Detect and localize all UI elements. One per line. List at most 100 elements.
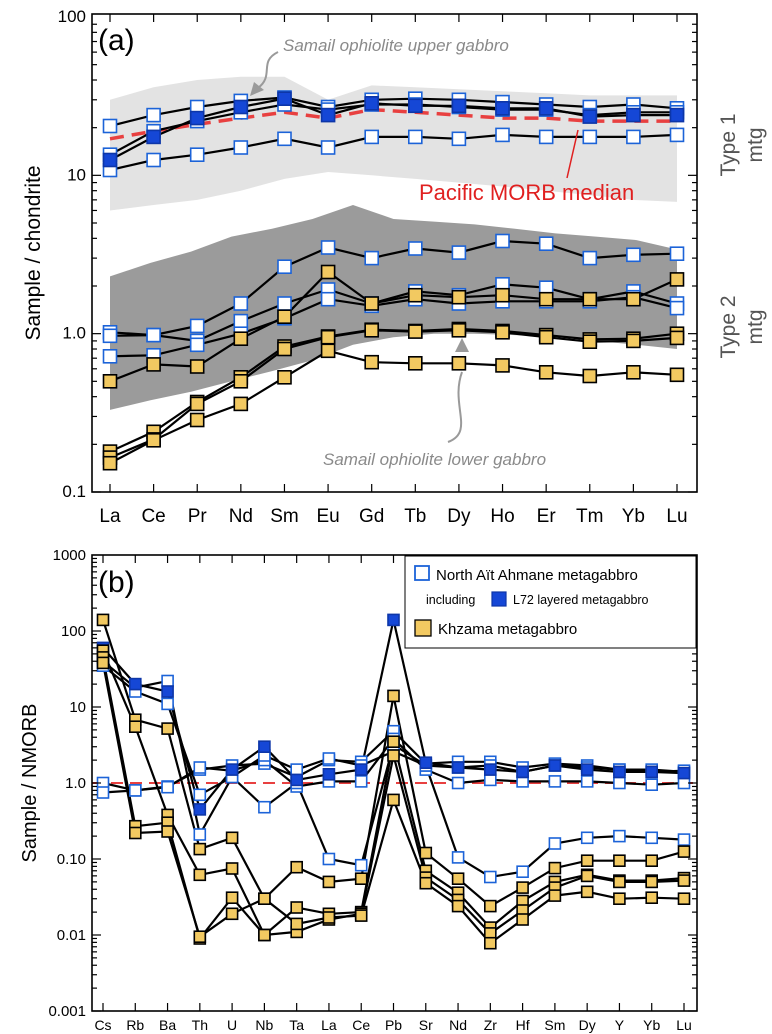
data-point <box>129 784 142 797</box>
x-tick-label: La <box>99 506 121 527</box>
lower-gabbro-arrowhead <box>455 338 469 352</box>
data-point <box>146 432 161 448</box>
svg-text:Type 1: Type 1 <box>717 113 740 176</box>
data-point <box>277 309 292 325</box>
data-point <box>669 127 685 143</box>
data-point <box>320 107 336 123</box>
data-point <box>320 329 336 345</box>
data-point <box>613 875 626 889</box>
data-point <box>146 357 161 372</box>
panel-b-frame <box>91 554 698 1012</box>
x-tick-label: Lu <box>666 506 687 527</box>
data-point <box>451 899 465 913</box>
data-point <box>290 901 304 914</box>
data-point <box>451 761 465 774</box>
data-point <box>495 127 510 143</box>
data-point <box>387 613 400 627</box>
legend-north-marker <box>414 565 430 581</box>
data-point <box>161 674 174 688</box>
x-tick-label: Y <box>615 1017 625 1033</box>
data-point <box>322 752 336 765</box>
data-point <box>364 322 380 338</box>
data-point <box>407 98 423 114</box>
x-tick-label: Sm <box>544 1017 565 1033</box>
panel-a-frame <box>91 13 698 493</box>
x-tick-label: Pr <box>188 506 208 527</box>
data-point <box>290 773 304 787</box>
data-point <box>189 412 205 428</box>
data-point <box>645 765 659 779</box>
data-point <box>645 891 659 905</box>
x-tick-label: Rb <box>126 1017 144 1033</box>
panel-a-y-axis-title: Sample / chondrite <box>22 165 45 340</box>
x-tick-label: Zr <box>484 1017 498 1033</box>
data-point <box>233 313 249 329</box>
data-point <box>102 348 118 364</box>
x-tick-label: Tb <box>404 506 426 527</box>
data-point <box>233 99 249 115</box>
data-point <box>645 778 659 792</box>
legend-khzama-marker <box>414 619 432 637</box>
y-tick-label: 1.0 <box>65 775 86 792</box>
data-point <box>354 763 368 776</box>
data-point <box>538 236 554 251</box>
data-point <box>495 101 510 116</box>
x-tick-label: Ce <box>141 506 165 527</box>
data-point <box>189 396 205 412</box>
x-tick-label: Cs <box>94 1017 111 1033</box>
data-point <box>538 101 554 116</box>
data-point <box>483 899 497 913</box>
data-point <box>129 826 142 840</box>
data-point <box>161 722 174 735</box>
data-point <box>677 833 691 846</box>
x-tick-label: La <box>321 1017 337 1033</box>
x-tick-label: Th <box>192 1017 208 1033</box>
data-point <box>677 874 691 887</box>
data-point <box>582 109 598 124</box>
data-point <box>407 241 423 256</box>
data-point <box>189 110 205 126</box>
data-point <box>419 846 433 860</box>
data-point <box>451 322 467 338</box>
data-point <box>495 324 510 340</box>
data-point <box>161 825 174 838</box>
data-point <box>669 246 685 261</box>
data-point <box>102 455 118 471</box>
data-point <box>538 364 554 380</box>
data-point <box>277 259 292 275</box>
data-point <box>322 767 336 781</box>
legend-north-label: North Aït Ahmane metagabbro <box>436 567 638 584</box>
data-point <box>225 763 239 776</box>
data-point <box>669 272 685 287</box>
data-point <box>677 845 691 858</box>
data-point <box>407 355 423 371</box>
data-point <box>193 842 207 856</box>
x-tick-label: Gd <box>359 506 384 527</box>
svg-text:Type 2: Type 2 <box>717 295 740 358</box>
data-point <box>516 765 529 779</box>
data-point <box>613 854 626 868</box>
data-point <box>277 91 292 106</box>
data-point <box>548 775 562 788</box>
x-tick-label: Ta <box>289 1017 304 1033</box>
data-point <box>582 291 598 307</box>
panel-a-letter: (a) <box>98 24 135 57</box>
upper-gabbro-arrow <box>257 51 279 89</box>
data-point <box>322 911 336 924</box>
legend-l72-marker <box>491 591 507 607</box>
data-point <box>613 776 626 790</box>
data-point <box>483 763 497 776</box>
data-point <box>258 800 271 814</box>
x-tick-label: Hf <box>516 1017 530 1033</box>
x-tick-label: Sm <box>270 506 299 527</box>
data-point <box>290 917 304 931</box>
data-point <box>626 291 641 307</box>
x-tick-label: Pb <box>385 1017 402 1033</box>
data-point <box>354 775 368 788</box>
data-point <box>451 131 467 147</box>
panel-b-y-axis-title: Sample / NMORB <box>19 704 41 863</box>
data-point <box>669 107 685 123</box>
data-point <box>129 677 142 691</box>
panel-b-letter: (b) <box>98 566 135 599</box>
data-point <box>364 354 380 370</box>
